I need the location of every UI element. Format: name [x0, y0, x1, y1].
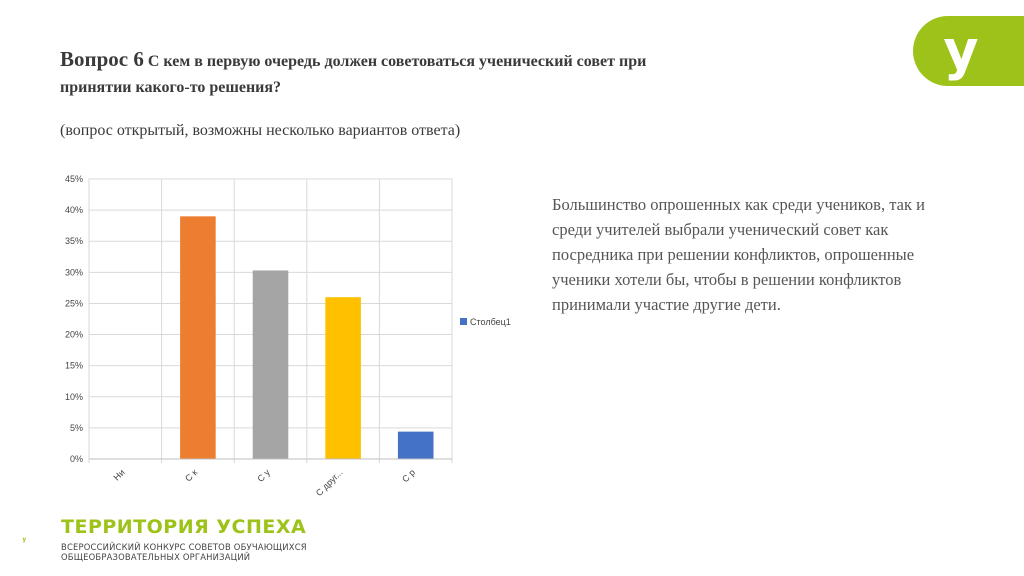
bar-chart-svg: 0% 5% 10% 15% 20% 25% 30% 35% 40% 45% Ни С к С у С др… — [65, 174, 511, 498]
corner-logo-glyph: у — [943, 19, 978, 82]
x-tick-label: С друг... — [314, 467, 345, 498]
y-tick-label: 40% — [65, 205, 83, 215]
y-tick-label: 5% — [70, 423, 83, 433]
x-tick-label: С к — [183, 467, 199, 483]
legend-label: Столбец1 — [470, 317, 511, 327]
bottom-brand-logo-mark: у — [22, 537, 26, 543]
y-tick-label: 30% — [65, 267, 83, 277]
question-text: С кем в первую очередь должен советовать… — [60, 53, 647, 96]
x-tick-label: С р — [400, 467, 417, 484]
question-subtitle: (вопрос открытый, возможны несколько вар… — [60, 122, 461, 139]
y-tick-label: 15% — [65, 361, 83, 371]
y-tick-label: 0% — [70, 454, 83, 464]
y-tick-label: 45% — [65, 174, 83, 184]
y-tick-label: 20% — [65, 330, 83, 340]
y-tick-label: 35% — [65, 236, 83, 246]
y-tick-label: 25% — [65, 298, 83, 308]
summary-text: Большинство опрошенных как среди ученико… — [552, 195, 925, 314]
bottom-logo-glyph: у — [22, 537, 26, 543]
bar-chart: 0% 5% 10% 15% 20% 25% 30% 35% 40% 45% Ни С к С у С др… — [40, 165, 530, 505]
x-tick-label: Ни — [111, 467, 126, 482]
bar — [252, 270, 289, 459]
brand-subtitle-line1: ВСЕРОССИЙСКИЙ КОНКУРС СОВЕТОВ ОБУЧАЮЩИХС… — [61, 542, 307, 552]
bar — [325, 297, 361, 459]
brand-name: ТЕРРИТОРИЯ УСПЕХА — [61, 516, 307, 538]
question-number: Вопрос 6 — [60, 47, 144, 71]
bar — [180, 216, 216, 459]
question-title: Вопрос 6 С кем в первую очередь должен с… — [60, 46, 700, 101]
legend-swatch — [460, 318, 467, 325]
corner-brand-logo: у — [913, 16, 1024, 86]
bar — [397, 431, 434, 459]
y-tick-label: 10% — [65, 392, 83, 402]
x-tick-label: С у — [255, 467, 272, 484]
brand-subtitle-line2: ОБЩЕОБРАЗОВАТЕЛЬНЫХ ОРГАНИЗАЦИЙ — [61, 552, 251, 562]
